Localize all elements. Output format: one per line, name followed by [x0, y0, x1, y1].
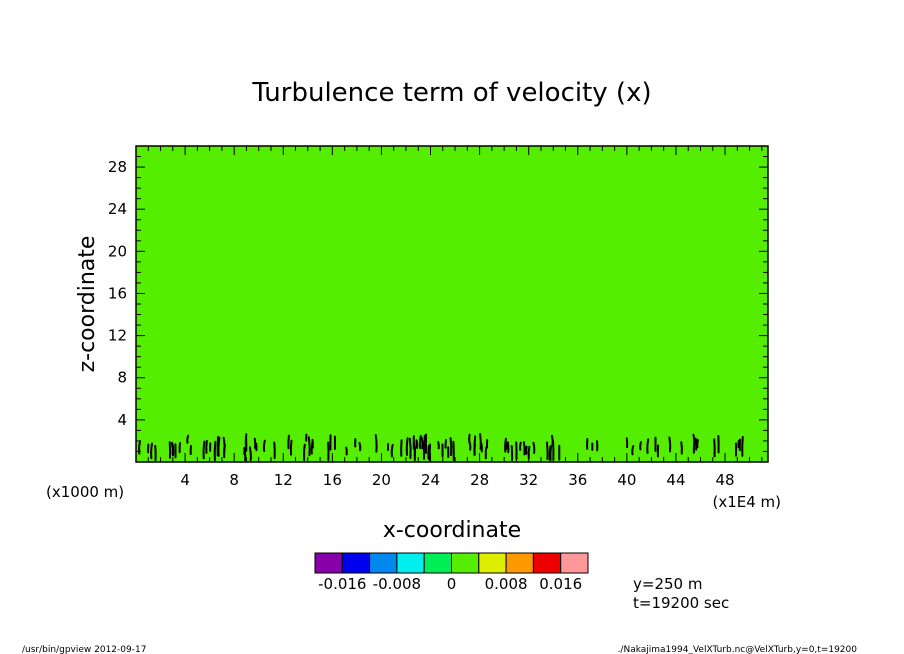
contour-line: [504, 437, 507, 453]
x-tick-label: 20: [372, 471, 391, 489]
contour-line: [186, 434, 190, 444]
contour-line: [639, 441, 642, 451]
colorbar-label: 0.016: [539, 575, 582, 593]
x-axis-label: x-coordinate: [383, 518, 521, 543]
contour-line: [506, 441, 510, 454]
x-tick-label: 48: [716, 471, 735, 489]
contour-line: [437, 441, 440, 450]
contour-line: [444, 439, 448, 449]
contour-line: [473, 443, 476, 456]
contour-line: [519, 441, 522, 451]
colorbar-swatch: [451, 552, 480, 574]
y-tick-label: 16: [108, 284, 127, 302]
contour-line: [546, 441, 549, 461]
contour-line: [549, 444, 553, 461]
contour-line: [415, 439, 419, 448]
colorbar-swatch: [478, 552, 507, 574]
x-tick-label: 12: [274, 471, 293, 489]
x-tick-label: 32: [519, 471, 538, 489]
x-tick-label: 36: [568, 471, 587, 489]
contour-line: [408, 437, 412, 460]
x-units-right: (x1E4 m): [712, 493, 781, 511]
colorbar-swatch: [396, 552, 425, 574]
x-tick-label: 40: [617, 471, 636, 489]
y-tick-label: 24: [108, 200, 127, 218]
y-tick-label: 12: [108, 327, 127, 345]
chart-title: Turbulence term of velocity (x): [251, 78, 651, 108]
y-tick-label: 28: [108, 158, 127, 176]
footer-left: /usr/bin/gpview 2012-09-17: [22, 645, 146, 654]
colorbar-label: 0: [447, 575, 457, 593]
contour-line: [692, 442, 696, 454]
colorbar-label: -0.016: [318, 575, 366, 593]
annotation-t: t=19200 sec: [633, 594, 729, 612]
x-tick-label: 44: [666, 471, 685, 489]
annotation-y: y=250 m: [633, 575, 702, 593]
colorbar-swatch: [560, 552, 589, 574]
contour-line: [374, 434, 378, 453]
contour-line: [170, 442, 174, 455]
contour-line: [217, 436, 221, 457]
contour-line: [420, 436, 424, 450]
colorbar-swatch: [314, 552, 343, 574]
y-tick-label: 4: [117, 411, 127, 429]
contour-line: [680, 441, 683, 455]
y-tick-label: 8: [117, 369, 127, 387]
contour-line: [205, 440, 208, 454]
colorbar-label: -0.008: [373, 575, 421, 593]
colorbar-swatch: [423, 552, 453, 574]
footer-right: ./Nakajima1994_VelXTurb.nc@VelXTurb,y=0,…: [618, 645, 858, 654]
contour-line: [522, 440, 526, 456]
contour-line: [289, 439, 293, 456]
y-axis-label: z-coordinate: [75, 236, 100, 373]
colorbar-swatch: [369, 552, 398, 574]
contour-line: [390, 443, 394, 458]
x-tick-label: 24: [421, 471, 440, 489]
x-tick-label: 8: [229, 471, 239, 489]
colorbar-label: 0.008: [485, 575, 528, 593]
contour-lines: [138, 433, 744, 461]
contour-line: [532, 441, 536, 454]
contour-line: [405, 437, 409, 456]
colorbar-swatch: [505, 552, 534, 574]
y-axis-ticks: 4 8 12 16 20 24 28: [108, 156, 768, 452]
contour-line: [222, 436, 226, 454]
contour-line: [287, 434, 290, 450]
contour-line: [741, 435, 744, 457]
contour-line: [631, 445, 635, 456]
contour-line: [418, 434, 422, 450]
contour-line: [248, 446, 252, 461]
contour-line: [646, 438, 650, 454]
y-tick-label: 20: [108, 242, 127, 260]
contour-line: [150, 442, 154, 460]
plot-field: [136, 146, 768, 462]
contour-line: [696, 439, 699, 449]
x-tick-label: 16: [323, 471, 342, 489]
contour-line: [358, 442, 362, 452]
contour-line: [422, 439, 426, 460]
x-units-left: (x1000 m): [46, 483, 124, 501]
colorbar-swatch: [341, 552, 371, 574]
contour-line: [262, 439, 266, 453]
contour-line: [138, 440, 142, 455]
contour-line: [479, 433, 482, 451]
contour-line: [202, 440, 206, 460]
contour-line: [213, 440, 217, 461]
x-axis-ticks: 4 8 12 16 20 24 28 32 36 40 44 48: [147, 146, 763, 489]
x-tick-label: 28: [470, 471, 489, 489]
contour-line: [307, 436, 311, 457]
colorbar-labels: -0.016 -0.008 0 0.008 0.016: [318, 575, 582, 593]
contour-line: [243, 446, 247, 461]
contour-line: [303, 443, 306, 461]
contour-line: [668, 436, 672, 453]
contour-line: [449, 437, 453, 457]
contour-line: [468, 441, 472, 451]
x-tick-label: 4: [180, 471, 190, 489]
colorbar-swatch: [532, 552, 562, 574]
colorbar: [314, 552, 589, 574]
